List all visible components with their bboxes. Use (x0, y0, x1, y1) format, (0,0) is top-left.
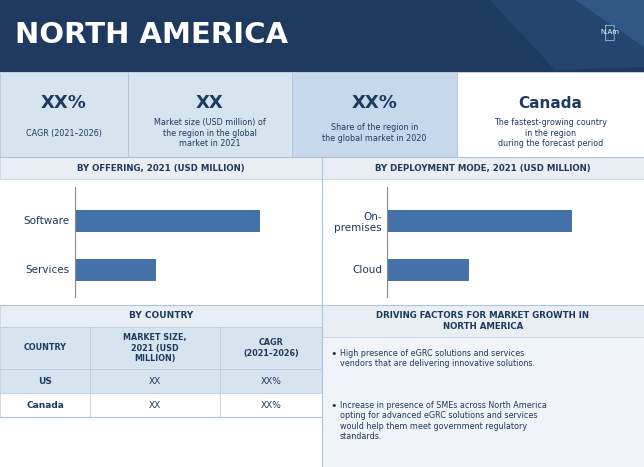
Bar (0, 369, 90, 393)
Bar (0, 305, 322, 467)
Text: MARKET SIZE,
2021 (USD
MILLION): MARKET SIZE, 2021 (USD MILLION) (123, 333, 187, 363)
Text: Cloud: Cloud (352, 265, 382, 275)
Bar (292, 72, 457, 157)
Bar (220, 393, 322, 417)
Text: Canada: Canada (518, 96, 582, 111)
Text: High presence of eGRC solutions and services
vendors that are delivering innovat: High presence of eGRC solutions and serv… (340, 349, 535, 368)
Text: XX: XX (196, 94, 224, 113)
Text: XX: XX (149, 376, 161, 385)
Bar (0, 0, 644, 72)
Bar (0, 305, 322, 327)
Polygon shape (575, 0, 644, 47)
Bar (128, 72, 292, 157)
Text: US: US (38, 376, 52, 385)
Bar (75, 259, 156, 281)
Text: Canada: Canada (26, 401, 64, 410)
Text: 〇: 〇 (604, 23, 616, 42)
Bar (457, 72, 644, 157)
Bar (220, 327, 322, 369)
Bar (0, 72, 128, 157)
Text: On-: On- (363, 212, 382, 221)
Text: Market size (USD million) of
the region in the global
market in 2021: Market size (USD million) of the region … (154, 118, 266, 148)
Text: BY DEPLOYMENT MODE, 2021 (USD MILLION): BY DEPLOYMENT MODE, 2021 (USD MILLION) (375, 163, 591, 172)
Text: BY OFFERING, 2021 (USD MILLION): BY OFFERING, 2021 (USD MILLION) (77, 163, 245, 172)
Text: CAGR
(2021–2026): CAGR (2021–2026) (243, 338, 299, 358)
Bar (322, 157, 644, 179)
Text: •: • (330, 349, 337, 359)
Bar (387, 210, 572, 232)
Text: BY COUNTRY: BY COUNTRY (129, 311, 193, 320)
Text: N.Am: N.Am (600, 29, 620, 35)
Text: XX: XX (149, 401, 161, 410)
Text: •: • (330, 401, 337, 411)
Text: Software: Software (24, 216, 70, 226)
Text: XX%: XX% (261, 401, 281, 410)
Bar (75, 210, 260, 232)
Bar (0, 157, 644, 305)
Bar (322, 305, 644, 337)
Bar (220, 369, 322, 393)
Bar (90, 327, 220, 369)
Polygon shape (490, 0, 644, 70)
Text: COUNTRY: COUNTRY (23, 344, 66, 353)
Bar (387, 259, 469, 281)
Bar (0, 157, 322, 179)
Text: Share of the region in
the global market in 2020: Share of the region in the global market… (322, 123, 427, 143)
Bar (322, 305, 644, 467)
Text: DRIVING FACTORS FOR MARKET GROWTH IN
NORTH AMERICA: DRIVING FACTORS FOR MARKET GROWTH IN NOR… (377, 311, 589, 331)
Bar (0, 327, 90, 369)
Text: XX%: XX% (261, 376, 281, 385)
Text: The fastest-growing country
in the region
during the forecast period: The fastest-growing country in the regio… (494, 118, 607, 148)
Text: CAGR (2021–2026): CAGR (2021–2026) (26, 129, 102, 138)
Bar (90, 369, 220, 393)
Bar (0, 393, 90, 417)
Text: XX%: XX% (352, 94, 397, 113)
Text: premises: premises (334, 223, 382, 233)
Text: XX%: XX% (41, 94, 87, 113)
Bar (90, 393, 220, 417)
Text: Services: Services (26, 265, 70, 275)
Text: Increase in presence of SMEs across North America
opting for advanced eGRC solut: Increase in presence of SMEs across Nort… (340, 401, 547, 441)
Text: NORTH AMERICA: NORTH AMERICA (15, 21, 288, 49)
